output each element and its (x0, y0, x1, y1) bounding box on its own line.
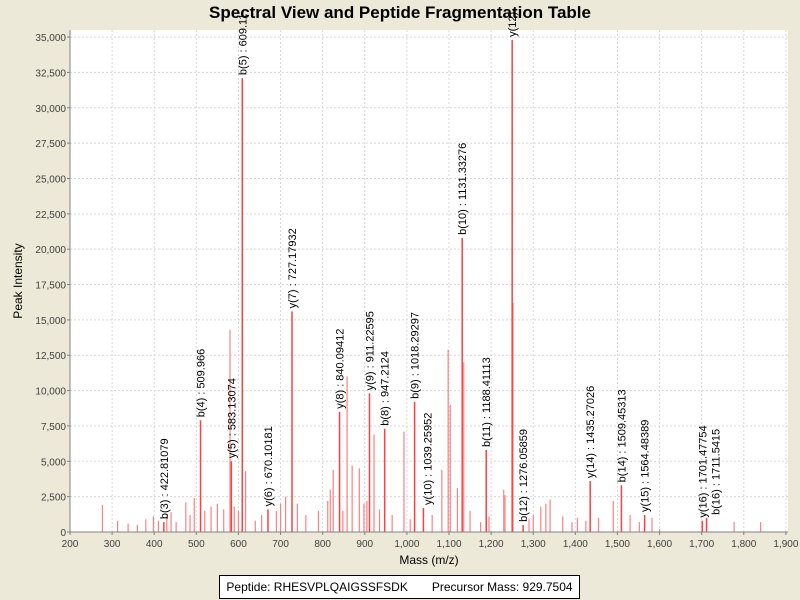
x-tick-label: 500 (188, 539, 205, 550)
precursor-mass-label: Precursor Mass: 929.7504 (431, 580, 573, 594)
peak-label: b(3) : 422.81079 (159, 438, 171, 519)
peak-label: b(5) : 609.11 (237, 14, 249, 76)
y-tick-label: 7,500 (41, 422, 66, 433)
peak-label: b(14) : 1509.45313 (616, 389, 628, 482)
y-tick-label: 35,000 (35, 33, 66, 44)
peak-label: b(4) : 509.966 (196, 349, 208, 418)
y-tick-label: 0 (60, 528, 66, 539)
peak-label: y(12) (507, 12, 519, 37)
y-tick-label: 5,000 (41, 457, 66, 468)
chart-title: Spectral View and Peptide Fragmentation … (209, 3, 591, 22)
peak-label: b(11) : 1188.41113 (481, 357, 493, 447)
x-tick-label: 1,200 (479, 539, 504, 550)
x-tick-label: 1,800 (731, 539, 756, 550)
y-tick-label: 22,500 (35, 210, 66, 221)
x-tick-label: 1,500 (605, 539, 630, 550)
peak-label: y(9) : 911.22595 (365, 311, 377, 390)
y-tick-label: 30,000 (35, 104, 66, 115)
peak-label: b(9) : 1018.29297 (410, 312, 422, 399)
x-tick-label: 1,100 (436, 539, 461, 550)
y-tick-label: 20,000 (35, 245, 66, 256)
peptide-label: Peptide: RHESVPLQAIGSSFSDK (226, 580, 408, 594)
y-axis-label: Peak Intensity (11, 243, 25, 318)
y-tick-label: 12,500 (35, 351, 66, 362)
x-axis-label: Mass (m/z) (399, 553, 458, 567)
peak-label: b(10) : 1131.33276 (457, 143, 469, 235)
peak-label: b(8) : 947.2124 (380, 351, 392, 426)
peak-label: y(6) : 670.10181 (263, 426, 275, 506)
y-tick-label: 10,000 (35, 387, 66, 398)
legend-box: Peptide: RHESVPLQAIGSSFSDK Precursor Mas… (219, 575, 580, 599)
x-tick-label: 400 (146, 539, 163, 550)
peak-label: b(16) : 1711.5415 (710, 429, 722, 515)
x-tick-label: 1,300 (521, 539, 546, 550)
x-tick-label: 1,000 (394, 539, 419, 550)
y-tick-label: 17,500 (35, 281, 66, 292)
x-tick-label: 600 (230, 539, 247, 550)
x-tick-label: 1,600 (647, 539, 672, 550)
y-tick-label: 27,500 (35, 139, 66, 150)
x-tick-label: 1,400 (563, 539, 588, 550)
y-tick-label: 2,500 (41, 493, 66, 504)
x-tick-label: 300 (104, 539, 121, 550)
peak-label: y(5) : 583.13074 (226, 378, 238, 458)
peak-label: y(10) : 1039.25952 (423, 413, 435, 505)
x-tick-label: 200 (62, 539, 79, 550)
peak-label: b(12) : 1276.05859 (518, 429, 530, 522)
plot-area (70, 30, 788, 532)
peak-label: y(7) : 727.17932 (287, 228, 299, 308)
peak-label: y(14) : 1435.27026 (585, 386, 597, 478)
peak-label: y(15) : 1564.48389 (640, 420, 652, 512)
peak-label: y(8) : 840.09412 (335, 329, 347, 409)
peak-label: y(16) : 1701.47754 (697, 425, 709, 517)
x-tick-label: 1,700 (689, 539, 714, 550)
x-tick-label: 800 (314, 539, 331, 550)
y-tick-label: 25,000 (35, 174, 66, 185)
x-tick-label: 700 (272, 539, 289, 550)
y-tick-label: 15,000 (35, 316, 66, 327)
x-tick-label: 900 (356, 539, 373, 550)
x-tick-label: 1,900 (773, 539, 798, 550)
y-tick-label: 32,500 (35, 68, 66, 79)
